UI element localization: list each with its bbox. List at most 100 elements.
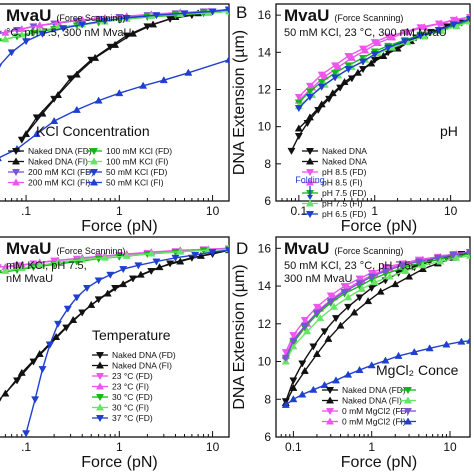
data-point [436,257,445,265]
panel-d: 0.1 1 10 6 8 10 12 14 16 Force (pN) DNA Extension … [231,236,471,471]
data-point [305,113,314,121]
data-point [224,6,229,14]
data-point [0,398,3,402]
y-tick-label: 16 [258,241,272,255]
data-point [72,70,81,78]
data-point [384,44,393,52]
data-point [414,258,423,266]
data-point [357,284,366,292]
legend-marker [403,387,413,395]
data-point [381,264,390,272]
legend-entry: Naked DNA [322,157,367,167]
legend-marker [403,396,413,404]
data-point [309,343,318,351]
panel-c: .1 1 10 Force (pN) MvaU (Force Scanning) mM KC… [0,236,230,471]
legend-marker [305,199,315,207]
x-tick-label: 10 [444,204,458,218]
data-point [17,30,26,38]
data-point [134,262,143,270]
data-point [367,59,376,67]
panel-a: .1 1 10 Force (pN) MvaU (Force Scanning) °C, p… [0,3,230,235]
data-point [0,30,3,35]
data-point [17,368,26,376]
legend-entry: 200 mM KCl (FD) [28,167,94,177]
y-tick-label: 10 [258,355,272,369]
series-group [287,12,470,155]
data-point [287,147,296,155]
data-point [147,249,156,257]
y-tick-label: 14 [258,279,272,293]
data-point [320,328,329,336]
y-tick-label: 10 [258,120,272,134]
legend-entry: 50 mM KCl (FD) [106,167,168,177]
data-point [289,383,298,391]
data-point [326,298,335,306]
data-point [196,251,205,259]
y-axis-label: DNA Extension (µm) [231,264,248,409]
data-point [309,385,318,393]
data-point [122,251,131,259]
data-point [420,32,429,40]
y-tick-label: 14 [258,45,272,59]
legend-marker [89,169,99,177]
series-group [0,244,229,437]
data-point [38,366,47,374]
data-point [344,66,353,74]
legend-entry: 200 mM KCl (FI) [28,178,91,188]
data-point [465,15,470,23]
data-point [442,340,451,348]
data-point [370,51,379,59]
legend-title: pH [440,123,458,139]
data-point [355,365,364,373]
data-point [391,280,400,288]
data-point [32,129,41,138]
data-point [103,289,112,297]
data-point [35,261,44,269]
series-line [0,8,229,67]
data-point [171,254,180,262]
panel-b: 0.1 1 10 6 8 10 12 14 16 Force (pN) DNA Extension … [231,3,471,235]
legend-marker [95,394,105,402]
data-point [208,8,217,16]
data-point [298,390,307,398]
series-line [285,255,470,362]
legend-entry: pH 6.5 (FD) [322,209,367,219]
data-point [224,55,229,63]
panel-conditions: °C, pH 7.5, 300 nM MvaU [6,27,132,39]
x-axis-label: Force (pN) [81,218,157,235]
data-point [373,38,382,46]
x-tick-label: 1 [116,440,123,454]
data-point [111,40,120,48]
legend-marker [305,211,315,219]
panel-title: MvaU (Force Scanning) [6,239,125,258]
data-point [328,89,337,97]
data-point [403,27,412,35]
legend-entry: pH 8.5 (FI) [322,178,363,188]
data-point [347,53,356,61]
data-point [434,27,443,35]
data-point [449,251,458,260]
legend-entry: 50 mM KCl (FI) [106,178,164,188]
data-point [1,266,10,274]
legend-entry: Naked DNA (FD) [112,350,176,360]
data-point [331,315,341,323]
data-point [379,51,388,59]
data-point [184,68,193,76]
legend-marker [95,361,105,369]
legend-marker [11,157,21,165]
data-point [316,314,325,322]
data-point [340,288,349,296]
data-point [294,124,303,132]
y-tick-label: 16 [258,8,272,22]
data-point [353,68,362,76]
legend-title: Temperature [92,327,171,343]
data-point [437,19,446,27]
data-point [106,271,115,279]
legend-marker [11,178,21,186]
data-point [340,77,349,86]
data-point [87,300,96,308]
data-point [416,32,425,40]
legend-entry: Naked DNA (FI) [28,157,88,167]
y-tick-label: 6 [264,194,271,208]
data-point [298,360,307,368]
